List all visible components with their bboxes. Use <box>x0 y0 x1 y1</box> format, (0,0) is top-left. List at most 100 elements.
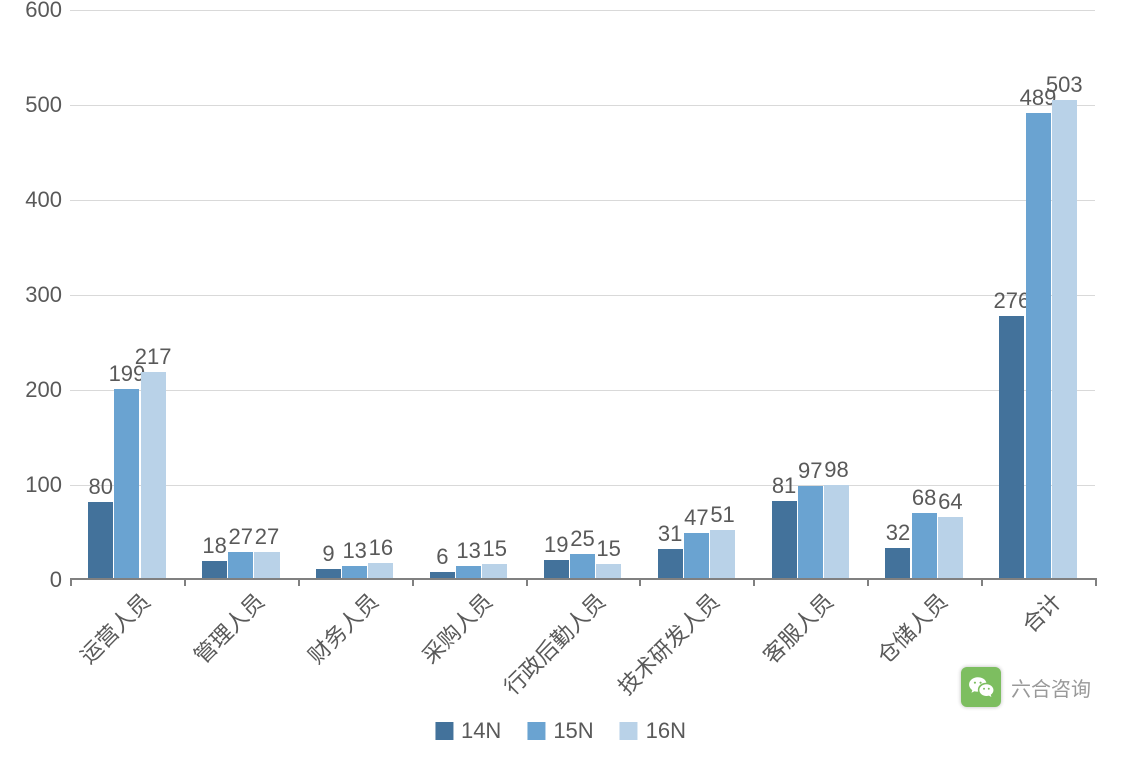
x-tick <box>639 578 641 586</box>
category-group: 314751技术研发人员 <box>639 10 753 578</box>
bar: 31 <box>658 549 683 578</box>
legend-item: 14N <box>435 718 501 744</box>
category-group: 192515行政后勤人员 <box>526 10 640 578</box>
x-tick <box>526 578 528 586</box>
bar: 489 <box>1026 113 1051 578</box>
x-tick <box>1095 578 1097 586</box>
wechat-icon <box>961 667 1001 707</box>
bar: 68 <box>912 513 937 578</box>
bar: 15 <box>596 564 621 578</box>
value-label: 9 <box>322 541 334 569</box>
value-label: 27 <box>255 524 279 552</box>
value-label: 51 <box>710 502 734 530</box>
value-label: 6 <box>436 544 448 572</box>
value-label: 64 <box>938 489 962 517</box>
category-label: 管理人员 <box>186 585 271 670</box>
value-label: 15 <box>483 536 507 564</box>
bar: 27 <box>254 552 279 578</box>
y-axis-label: 300 <box>25 282 70 308</box>
bar: 9 <box>316 569 341 578</box>
legend-swatch <box>435 722 453 740</box>
bar: 81 <box>772 501 797 578</box>
category-label: 合计 <box>1014 585 1068 639</box>
bar: 13 <box>342 566 367 578</box>
category-label: 行政后勤人员 <box>496 585 612 701</box>
y-axis-label: 100 <box>25 472 70 498</box>
x-tick <box>981 578 983 586</box>
legend: 14N 15N 16N <box>435 718 686 744</box>
headcount-bar-chart: 010020030040050060080199217运营人员182727管理人… <box>0 0 1121 757</box>
value-label: 503 <box>1046 72 1083 100</box>
x-tick <box>70 578 72 586</box>
bar: 199 <box>114 389 139 578</box>
value-label: 47 <box>684 505 708 533</box>
bar: 47 <box>684 533 709 578</box>
wechat-glyph <box>968 674 994 700</box>
value-label: 32 <box>886 520 910 548</box>
y-axis-label: 200 <box>25 377 70 403</box>
bar: 25 <box>570 554 595 578</box>
value-label: 16 <box>369 535 393 563</box>
value-label: 13 <box>456 538 480 566</box>
value-label: 13 <box>342 538 366 566</box>
x-tick <box>298 578 300 586</box>
bar: 98 <box>824 485 849 578</box>
value-label: 68 <box>912 485 936 513</box>
y-axis-label: 600 <box>25 0 70 23</box>
legend-swatch <box>527 722 545 740</box>
legend-item: 16N <box>620 718 686 744</box>
category-group: 276489503合计 <box>981 10 1095 578</box>
x-tick <box>867 578 869 586</box>
bar: 27 <box>228 552 253 578</box>
category-label: 财务人员 <box>300 585 385 670</box>
category-label: 运营人员 <box>72 585 157 670</box>
bar: 97 <box>798 486 823 578</box>
x-tick <box>412 578 414 586</box>
category-group: 61315采购人员 <box>412 10 526 578</box>
bar: 19 <box>544 560 569 578</box>
bar: 276 <box>999 316 1024 578</box>
bar: 6 <box>430 572 455 578</box>
bar: 51 <box>710 530 735 578</box>
bar: 18 <box>202 561 227 578</box>
value-label: 18 <box>202 533 226 561</box>
value-label: 25 <box>570 526 594 554</box>
category-group: 80199217运营人员 <box>70 10 184 578</box>
bar: 64 <box>938 517 963 578</box>
legend-label: 14N <box>461 718 501 744</box>
category-group: 91316财务人员 <box>298 10 412 578</box>
legend-label: 15N <box>553 718 593 744</box>
category-label: 采购人员 <box>413 585 498 670</box>
x-tick <box>753 578 755 586</box>
legend-label: 16N <box>646 718 686 744</box>
value-label: 217 <box>135 344 172 372</box>
category-label: 技术研发人员 <box>610 585 726 701</box>
bar: 503 <box>1052 100 1077 578</box>
y-axis-label: 500 <box>25 92 70 118</box>
value-label: 31 <box>658 521 682 549</box>
value-label: 81 <box>772 473 796 501</box>
y-axis-label: 0 <box>50 567 70 593</box>
category-label: 客服人员 <box>755 585 840 670</box>
bar: 15 <box>482 564 507 578</box>
bar: 217 <box>141 372 166 578</box>
plot-area: 010020030040050060080199217运营人员182727管理人… <box>70 10 1095 580</box>
value-label: 98 <box>824 457 848 485</box>
value-label: 27 <box>229 524 253 552</box>
bar: 13 <box>456 566 481 578</box>
bar: 32 <box>885 548 910 578</box>
category-group: 182727管理人员 <box>184 10 298 578</box>
value-label: 97 <box>798 458 822 486</box>
category-label: 仓储人员 <box>869 585 954 670</box>
y-axis-label: 400 <box>25 187 70 213</box>
category-group: 326864仓储人员 <box>867 10 981 578</box>
watermark-text: 六合咨询 <box>1011 673 1091 702</box>
value-label: 15 <box>596 536 620 564</box>
legend-swatch <box>620 722 638 740</box>
x-tick <box>184 578 186 586</box>
bar: 16 <box>368 563 393 578</box>
value-label: 19 <box>544 532 568 560</box>
category-group: 819798客服人员 <box>753 10 867 578</box>
legend-item: 15N <box>527 718 593 744</box>
watermark: 六合咨询 <box>961 667 1091 707</box>
